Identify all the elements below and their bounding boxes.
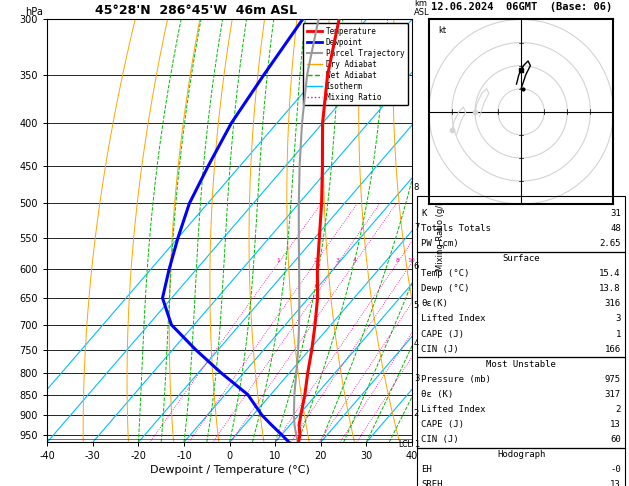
Text: 8: 8 xyxy=(395,258,399,263)
Text: θε (K): θε (K) xyxy=(421,390,454,399)
Text: 1: 1 xyxy=(414,440,419,450)
Text: Pressure (mb): Pressure (mb) xyxy=(421,375,491,384)
Text: 316: 316 xyxy=(604,299,621,309)
Text: 8: 8 xyxy=(414,183,419,192)
Text: Mixing Ratio (g/kg): Mixing Ratio (g/kg) xyxy=(436,191,445,271)
Text: 2.65: 2.65 xyxy=(599,239,621,248)
Text: 48: 48 xyxy=(610,224,621,233)
Text: Lifted Index: Lifted Index xyxy=(421,405,486,414)
Text: 3: 3 xyxy=(336,258,340,263)
Text: CAPE (J): CAPE (J) xyxy=(421,420,464,429)
Text: EH: EH xyxy=(421,465,432,474)
Text: Dewp (°C): Dewp (°C) xyxy=(421,284,470,294)
Text: Lifted Index: Lifted Index xyxy=(421,314,486,324)
Text: Surface: Surface xyxy=(503,254,540,263)
Text: 10: 10 xyxy=(408,258,415,263)
Text: Most Unstable: Most Unstable xyxy=(486,360,556,369)
Text: 2: 2 xyxy=(414,409,419,418)
Text: 12.06.2024  06GMT  (Base: 06): 12.06.2024 06GMT (Base: 06) xyxy=(430,2,612,13)
Text: 1: 1 xyxy=(615,330,621,339)
Text: 3: 3 xyxy=(615,314,621,324)
Text: 2: 2 xyxy=(313,258,317,263)
Text: 4: 4 xyxy=(414,339,419,348)
Text: 13: 13 xyxy=(610,420,621,429)
Text: CIN (J): CIN (J) xyxy=(421,435,459,444)
Text: LCL: LCL xyxy=(398,440,412,450)
Text: 4: 4 xyxy=(353,258,357,263)
Text: CAPE (J): CAPE (J) xyxy=(421,330,464,339)
Text: CIN (J): CIN (J) xyxy=(421,345,459,354)
Text: SREH: SREH xyxy=(421,480,443,486)
Text: 6: 6 xyxy=(414,262,419,271)
Text: 7: 7 xyxy=(414,223,419,232)
Legend: Temperature, Dewpoint, Parcel Trajectory, Dry Adiabat, Wet Adiabat, Isotherm, Mi: Temperature, Dewpoint, Parcel Trajectory… xyxy=(303,23,408,105)
Text: 15.4: 15.4 xyxy=(599,269,621,278)
Text: 3: 3 xyxy=(414,374,419,382)
Text: km
ASL: km ASL xyxy=(414,0,430,17)
Text: 975: 975 xyxy=(604,375,621,384)
Text: 60: 60 xyxy=(610,435,621,444)
Text: 45°28'N  286°45'W  46m ASL: 45°28'N 286°45'W 46m ASL xyxy=(94,4,297,17)
Text: kt: kt xyxy=(438,26,446,35)
Text: θε(K): θε(K) xyxy=(421,299,448,309)
Text: 317: 317 xyxy=(604,390,621,399)
X-axis label: Dewpoint / Temperature (°C): Dewpoint / Temperature (°C) xyxy=(150,466,309,475)
Text: 1: 1 xyxy=(276,258,280,263)
Text: Temp (°C): Temp (°C) xyxy=(421,269,470,278)
Text: 13.8: 13.8 xyxy=(599,284,621,294)
Text: 166: 166 xyxy=(604,345,621,354)
Text: K: K xyxy=(421,209,427,218)
Text: 31: 31 xyxy=(610,209,621,218)
Text: 2: 2 xyxy=(615,405,621,414)
Text: hPa: hPa xyxy=(25,7,43,17)
Text: Totals Totals: Totals Totals xyxy=(421,224,491,233)
Text: Hodograph: Hodograph xyxy=(497,450,545,459)
Text: 13: 13 xyxy=(610,480,621,486)
Text: PW (cm): PW (cm) xyxy=(421,239,459,248)
Text: -0: -0 xyxy=(610,465,621,474)
Text: 5: 5 xyxy=(414,301,419,310)
